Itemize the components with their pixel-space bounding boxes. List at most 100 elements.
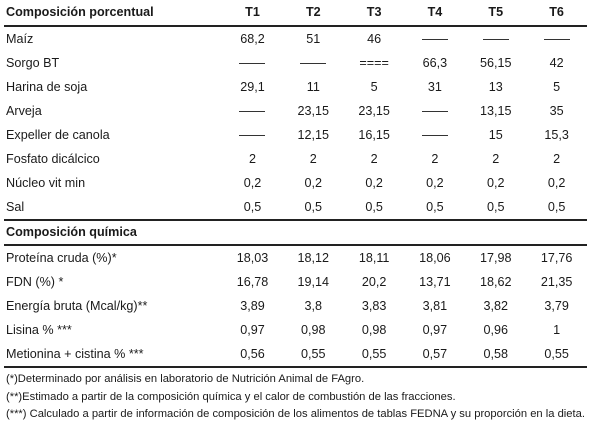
cell-value: 0,5 (486, 200, 505, 214)
cell-value: 42 (549, 56, 564, 70)
cell-value: 13,15 (479, 104, 512, 118)
cell-value (283, 51, 344, 75)
cell-value: 0,98 (301, 323, 326, 337)
cell-value: 3,8 (304, 299, 323, 313)
cell-value: 20,2 (361, 275, 387, 289)
cell-value (465, 26, 526, 51)
footnotes: (*)Determinado por análisis en laborator… (4, 371, 587, 424)
table-row: Expeller de canola 12,15 16,15 15 15,3 (4, 123, 587, 147)
cell-value: 3,82 (483, 299, 508, 313)
cell-value: 15,3 (544, 128, 569, 142)
cell-value: 23,15 (358, 104, 390, 118)
cell-value: 17,76 (540, 251, 573, 265)
cell-value (222, 99, 283, 123)
cell-value: 2 (248, 152, 256, 166)
cell-value: 16,15 (358, 128, 390, 142)
cell-value: 16,78 (236, 275, 269, 289)
row-label: Proteína cruda (%)* (6, 251, 117, 265)
cell-value: 17,98 (479, 251, 512, 265)
composition-table-container: Composición porcentual T1 T2 T3 T4 T5 T6… (4, 0, 587, 424)
table-row: FDN (%) * 16,78 19,14 20,2 13,71 18,62 21,35 (4, 270, 587, 294)
cell-value: 2 (309, 152, 317, 166)
cell-value: 18,12 (297, 251, 330, 265)
cell-value: 0,55 (282, 342, 344, 368)
row-label: Sorgo BT (6, 56, 60, 70)
row-label: Harina de soja (6, 80, 88, 94)
row-label: Maíz (6, 32, 34, 46)
cell-value: 68,2 (240, 32, 265, 46)
chemical-body: Composición química Proteína cruda (%)* 1… (4, 219, 587, 368)
cell-value: ==== (359, 56, 389, 70)
cell-value: 2 (553, 152, 561, 166)
cell-value: 15 (488, 128, 503, 142)
section-row: Composición química (4, 219, 587, 246)
table-row: Energía bruta (Mcal/kg)** 3,89 3,8 3,83 3,81… (4, 294, 587, 318)
table-row: Núcleo vit min 0,2 0,2 0,2 0,2 0,2 0,2 (4, 171, 587, 195)
footnote: (**)Estimado a partir de la composición … (6, 390, 456, 403)
cell-value: 18,11 (358, 251, 390, 265)
cell-value: 0,58 (465, 342, 527, 368)
cell-value: 11 (306, 80, 320, 94)
cell-value: 2 (431, 152, 439, 166)
cell-value (405, 99, 466, 123)
cell-value: 66,3 (422, 56, 448, 70)
table-row: Arveja 23,15 23,15 13,15 35 (4, 99, 587, 123)
cell-value: 19,14 (297, 275, 330, 289)
section-title: Composición química (4, 219, 587, 246)
table-row: Proteína cruda (%)* 18,03 18,12 18,11 18,06 1… (4, 245, 587, 270)
cell-value: 13 (488, 80, 503, 94)
cell-value: 0,5 (426, 200, 444, 214)
header-t1: T1 (222, 0, 283, 27)
empty-dash (300, 63, 327, 65)
row-label: Metionina + cistina % *** (4, 342, 223, 368)
cell-value: 0,96 (483, 323, 508, 337)
cell-value: 2 (370, 152, 378, 166)
cell-value: 0,56 (222, 342, 283, 368)
table-row: Sorgo BT ==== 66,3 56,15 42 (4, 51, 587, 75)
empty-dash (482, 39, 509, 41)
cell-value: 23,15 (297, 104, 330, 118)
cell-value: 31 (427, 80, 442, 94)
cell-value: 12,15 (297, 128, 330, 142)
cell-value: 51 (306, 32, 321, 46)
cell-value: 1 (553, 323, 561, 337)
empty-dash (239, 135, 266, 137)
header-composicion-porcentual: Composición porcentual (4, 0, 223, 27)
cell-value: 0,5 (243, 200, 262, 214)
row-label: Núcleo vit min (6, 176, 86, 190)
cell-value: 0,2 (304, 176, 323, 190)
table-row: Lisina % *** 0,97 0,98 0,98 0,97 0,96 1 (4, 318, 587, 342)
cell-value: 18,62 (479, 275, 512, 289)
cell-value: 0,97 (240, 323, 265, 337)
cell-value: 46 (367, 32, 382, 46)
empty-dash (239, 111, 266, 113)
empty-dash (421, 111, 448, 113)
table-row: Fosfato dicálcico 2 2 2 2 2 2 (4, 147, 587, 171)
header-t6: T6 (526, 0, 587, 27)
cell-value (222, 123, 283, 147)
cell-value: 0,2 (547, 176, 566, 190)
row-label: Lisina % *** (6, 323, 72, 337)
cell-value: 18,03 (236, 251, 269, 265)
cell-value: 21,35 (540, 275, 573, 289)
cell-value (222, 51, 283, 75)
row-label: Fosfato dicálcico (6, 152, 100, 166)
cell-value: 0,2 (426, 176, 444, 190)
row-label: Expeller de canola (6, 128, 110, 142)
table-row: Harina de soja 29,1 11 5 31 13 5 (4, 75, 587, 99)
cell-value: 3,89 (240, 299, 265, 313)
header-t2: T2 (282, 0, 344, 27)
row-label: Energía bruta (Mcal/kg)** (6, 299, 148, 313)
cell-value: 5 (370, 80, 378, 94)
cell-value: 29,1 (240, 80, 265, 94)
header-t4: T4 (404, 0, 466, 27)
ingredients-body: Maíz 68,2 51 46 Sorgo BT ==== 66,3 56,15 42 Harin… (4, 26, 587, 220)
empty-dash (543, 39, 570, 41)
cell-value: 3,81 (422, 299, 448, 313)
composition-table: Composición porcentual T1 T2 T3 T4 T5 T6… (4, 0, 587, 368)
cell-value: 0,2 (243, 176, 262, 190)
cell-value: 0,97 (422, 323, 448, 337)
footnote: (***) Calculado a partir de información … (6, 408, 585, 420)
cell-value: 56,15 (479, 56, 512, 70)
row-label: Arveja (6, 104, 42, 118)
